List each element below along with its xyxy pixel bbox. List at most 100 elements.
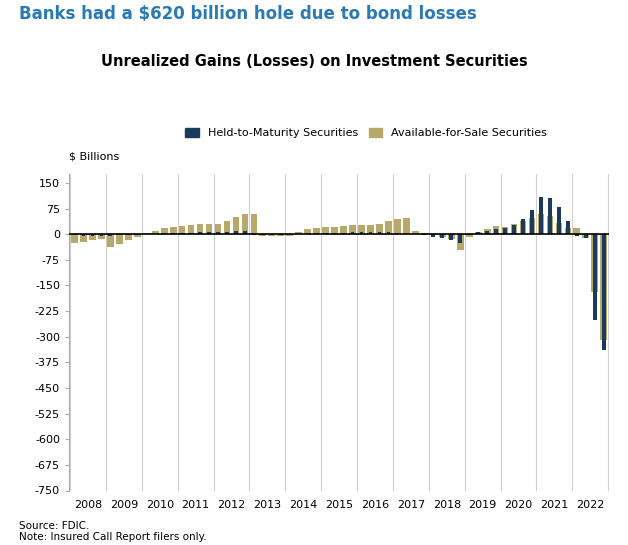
Text: Source: FDIC.
Note: Insured Call Report filers only.: Source: FDIC. Note: Insured Call Report … bbox=[19, 520, 207, 542]
Bar bbox=[332, 227, 338, 234]
Bar bbox=[385, 221, 392, 234]
Bar bbox=[251, 214, 257, 234]
Bar bbox=[125, 234, 132, 240]
Bar bbox=[367, 225, 374, 234]
Bar bbox=[313, 228, 320, 234]
Bar bbox=[205, 224, 212, 234]
Bar bbox=[467, 234, 471, 235]
Bar bbox=[171, 233, 175, 234]
Bar bbox=[566, 221, 570, 234]
Bar bbox=[80, 234, 87, 242]
Bar bbox=[404, 233, 408, 234]
Bar bbox=[584, 234, 588, 238]
Bar bbox=[268, 234, 275, 236]
Bar bbox=[593, 234, 597, 319]
Bar bbox=[225, 232, 229, 234]
Bar bbox=[376, 224, 383, 234]
Bar bbox=[457, 234, 463, 250]
Bar bbox=[403, 218, 409, 234]
Bar bbox=[134, 234, 141, 237]
Bar bbox=[188, 225, 195, 234]
Bar bbox=[315, 233, 318, 234]
Bar bbox=[98, 234, 105, 239]
Bar bbox=[306, 233, 310, 234]
Bar bbox=[107, 234, 114, 247]
Bar bbox=[592, 234, 598, 292]
Bar bbox=[423, 234, 426, 235]
Bar bbox=[484, 229, 490, 234]
Bar bbox=[116, 234, 122, 244]
Bar bbox=[259, 234, 266, 236]
Bar bbox=[126, 234, 130, 235]
Bar bbox=[278, 234, 284, 235]
Bar bbox=[600, 234, 607, 340]
Bar bbox=[189, 233, 193, 234]
Bar bbox=[502, 227, 509, 234]
Bar bbox=[333, 233, 337, 234]
Bar bbox=[439, 234, 446, 237]
Bar bbox=[224, 221, 230, 234]
Bar bbox=[538, 214, 544, 234]
Bar bbox=[360, 233, 364, 234]
Bar bbox=[286, 234, 293, 236]
Text: Unrealized Gains (Losses) on Investment Securities: Unrealized Gains (Losses) on Investment … bbox=[100, 54, 528, 70]
Bar bbox=[440, 234, 444, 238]
Legend: Held-to-Maturity Securities, Available-for-Sale Securities: Held-to-Maturity Securities, Available-f… bbox=[181, 123, 551, 142]
Bar bbox=[520, 221, 526, 234]
Bar bbox=[521, 219, 525, 234]
Bar bbox=[349, 225, 356, 234]
Bar bbox=[197, 224, 203, 234]
Bar bbox=[152, 231, 158, 234]
Bar bbox=[71, 234, 78, 244]
Bar bbox=[421, 233, 428, 234]
Bar bbox=[557, 207, 561, 234]
Bar bbox=[162, 233, 166, 234]
Bar bbox=[215, 224, 221, 234]
Bar bbox=[387, 232, 391, 234]
Bar bbox=[565, 228, 571, 234]
Bar bbox=[485, 231, 489, 234]
Bar bbox=[412, 232, 419, 234]
Bar bbox=[82, 234, 85, 235]
Bar bbox=[73, 234, 77, 235]
Bar bbox=[539, 197, 543, 234]
Bar bbox=[252, 234, 256, 235]
Bar bbox=[89, 234, 95, 240]
Bar bbox=[322, 227, 329, 234]
Bar bbox=[295, 233, 302, 234]
Text: $ Billions: $ Billions bbox=[69, 152, 119, 162]
Bar bbox=[232, 217, 239, 234]
Bar bbox=[430, 234, 436, 235]
Bar bbox=[198, 233, 202, 234]
Bar bbox=[448, 234, 455, 239]
Bar bbox=[556, 223, 562, 234]
Bar bbox=[530, 210, 534, 234]
Bar bbox=[529, 218, 535, 234]
Bar bbox=[350, 233, 354, 234]
Bar bbox=[573, 228, 580, 234]
Bar bbox=[153, 233, 157, 234]
Bar bbox=[243, 231, 247, 234]
Bar bbox=[602, 234, 605, 350]
Bar bbox=[476, 233, 480, 234]
Bar bbox=[394, 219, 401, 234]
Bar bbox=[261, 234, 265, 235]
Bar bbox=[511, 224, 517, 234]
Bar bbox=[297, 233, 301, 234]
Bar bbox=[358, 225, 365, 234]
Bar bbox=[512, 225, 516, 234]
Bar bbox=[458, 234, 462, 243]
Bar bbox=[431, 234, 435, 237]
Bar bbox=[475, 233, 482, 234]
Bar bbox=[216, 232, 220, 234]
Bar bbox=[117, 234, 121, 235]
Bar bbox=[143, 233, 149, 234]
Text: Banks had a $620 billion hole due to bond losses: Banks had a $620 billion hole due to bon… bbox=[19, 5, 477, 23]
Bar bbox=[342, 233, 345, 234]
Bar bbox=[548, 198, 552, 234]
Bar bbox=[582, 234, 589, 238]
Bar bbox=[305, 229, 311, 234]
Bar bbox=[324, 233, 328, 234]
Bar bbox=[369, 232, 372, 234]
Bar bbox=[170, 227, 176, 234]
